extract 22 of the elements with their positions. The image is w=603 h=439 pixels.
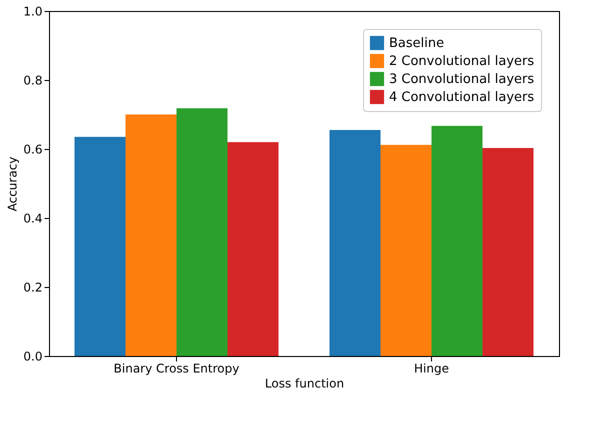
y-tick-label: 0.4 [23,212,42,226]
bar [482,148,534,356]
y-tick-label: 1.0 [23,4,42,18]
x-tick-label: Hinge [414,362,449,376]
bar [432,126,482,356]
y-tick-label: 0.6 [23,142,42,156]
bar [228,142,278,356]
bar [126,114,176,356]
legend-label: 2 Convolutional layers [389,54,534,69]
y-tick-label: 0.0 [23,350,42,364]
bar [176,108,228,356]
y-tick-label: 0.2 [23,280,42,294]
x-tick-label: Binary Cross Entropy [114,362,240,376]
bar [380,144,432,356]
legend-label: 4 Convolutional layers [389,90,534,105]
y-axis-title: Accuracy [5,156,20,212]
bar [330,130,380,356]
legend-label: 3 Convolutional layers [389,72,534,87]
y-tick-label: 0.8 [23,74,42,88]
bar [74,136,126,356]
x-axis-title: Loss function [264,376,344,390]
legend-label: Baseline [389,36,444,51]
